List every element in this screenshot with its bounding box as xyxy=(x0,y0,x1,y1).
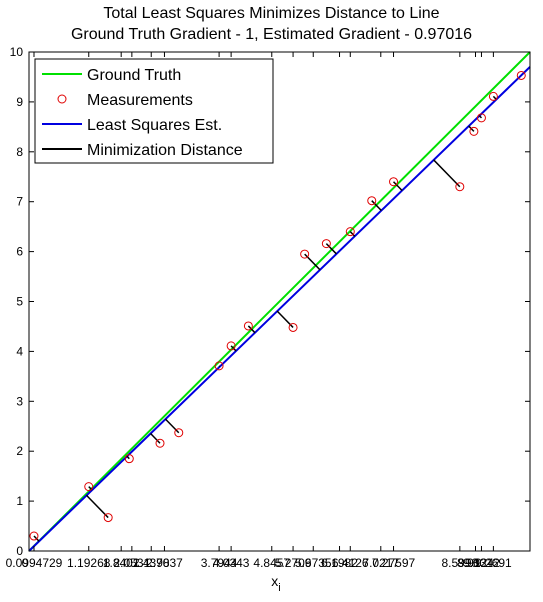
y-tick-label: 10 xyxy=(10,45,24,59)
measurement-point xyxy=(516,70,526,80)
measurement-point xyxy=(300,249,310,259)
chart-title: Total Least Squares Minimizes Distance t… xyxy=(103,5,439,22)
measurement-point xyxy=(469,126,479,136)
measurement-point xyxy=(476,113,486,123)
x-axis-label-subscript: i xyxy=(278,582,280,594)
measurement-point xyxy=(214,361,224,371)
minimization-segment xyxy=(276,310,294,328)
minimization-segment xyxy=(86,494,109,519)
measurement-point xyxy=(389,177,399,187)
measurement-point xyxy=(367,196,377,206)
measurement-point xyxy=(155,438,165,448)
legend-label-ground-truth: Ground Truth xyxy=(87,67,181,84)
y-tick-label: 9 xyxy=(16,95,23,109)
measurement-point xyxy=(29,531,39,541)
minimization-segment xyxy=(478,115,483,119)
legend-box xyxy=(34,58,274,164)
y-tick-label: 4 xyxy=(16,344,23,358)
measurement-point xyxy=(488,91,498,101)
x-tick-label: 5.2709 xyxy=(275,556,312,570)
minimization-segment xyxy=(325,243,337,255)
x-tick-label: 1.19268 xyxy=(67,556,111,570)
x-tick-label: 6.1982 xyxy=(321,556,358,570)
minimization-segment xyxy=(150,433,161,444)
x-tick-label: 3.7944 xyxy=(201,556,238,570)
plot-frame xyxy=(28,51,531,552)
x-tick-label: 0.0994729 xyxy=(6,556,63,570)
minimization-segment xyxy=(492,95,497,100)
x-tick-label: 9.0312 xyxy=(463,556,500,570)
legend-swatch-measurements xyxy=(57,94,67,104)
minimization-segment xyxy=(164,418,180,434)
legend-label-least-squares: Least Squares Est. xyxy=(87,117,222,134)
measurement-point xyxy=(103,513,113,523)
measurement-point xyxy=(288,322,298,332)
measurement-point xyxy=(321,239,331,249)
y-tick-label: 1 xyxy=(16,494,23,508)
measurement-point xyxy=(124,454,134,464)
x-tick-label: 9.2691 xyxy=(475,556,512,570)
x-tick-label: 7.0217 xyxy=(362,556,399,570)
y-tick-label: 3 xyxy=(16,394,23,408)
measurement-point xyxy=(226,341,236,351)
minimization-segment xyxy=(392,181,403,192)
minimization-segment xyxy=(230,345,237,352)
x-tick-label: 1.8401 xyxy=(103,556,140,570)
x-tick-label: 2.7037 xyxy=(146,556,183,570)
measurement-point xyxy=(174,428,184,438)
x-tick-label: 6.4126 xyxy=(332,556,369,570)
minimization-segment xyxy=(218,365,221,368)
minimization-segment xyxy=(371,200,382,212)
measurement-point xyxy=(455,182,465,192)
ground-truth-line xyxy=(28,51,531,552)
measurement-point xyxy=(84,482,94,492)
x-tick-label: 5.6735 xyxy=(295,556,332,570)
y-tick-label: 7 xyxy=(16,195,23,209)
measurement-point xyxy=(243,321,253,331)
minimization-segment xyxy=(349,231,356,237)
x-tick-label: 2.4398 xyxy=(133,556,170,570)
minimization-segment xyxy=(433,159,461,188)
minimization-segment xyxy=(33,535,40,542)
legend: Ground Truth Measurements Least Squares … xyxy=(34,58,274,164)
x-axis-label: xi xyxy=(271,573,280,594)
x-tick-label: 8.9124 xyxy=(457,556,494,570)
ticks-layer: 0 1 2 3 4 5 6 7 8 9 10 00.0994729 1.192681.84012.053… xyxy=(6,45,530,570)
measurement-point xyxy=(345,227,355,237)
legend-label-minimization-distance: Minimization Distance xyxy=(87,142,243,159)
x-tick-label: 0 xyxy=(22,556,29,570)
least-squares-line xyxy=(28,66,531,552)
x-tick-label: 8.5998 xyxy=(441,556,478,570)
x-axis-label-main: x xyxy=(271,573,278,589)
x-tick-label: 4.0343 xyxy=(213,556,250,570)
y-tick-label: 0 xyxy=(16,544,23,558)
y-tick-label: 2 xyxy=(16,444,23,458)
minimization-segment xyxy=(247,325,256,334)
y-tick-label: 5 xyxy=(16,295,23,309)
minimization-segment xyxy=(126,455,130,460)
y-tick-label: 8 xyxy=(16,145,23,159)
chart-subtitle: Ground Truth Gradient - 1, Estimated Gra… xyxy=(71,26,472,43)
minimization-segment xyxy=(468,125,475,132)
x-tick-label: 7.27597 xyxy=(372,556,416,570)
plot-layer xyxy=(28,51,531,552)
legend-label-measurements: Measurements xyxy=(87,92,193,109)
x-tick-label: 4.8457 xyxy=(253,556,290,570)
y-tick-label: 6 xyxy=(16,245,23,259)
x-tick-label: 2.0531 xyxy=(114,556,151,570)
minimization-segment xyxy=(304,253,321,271)
